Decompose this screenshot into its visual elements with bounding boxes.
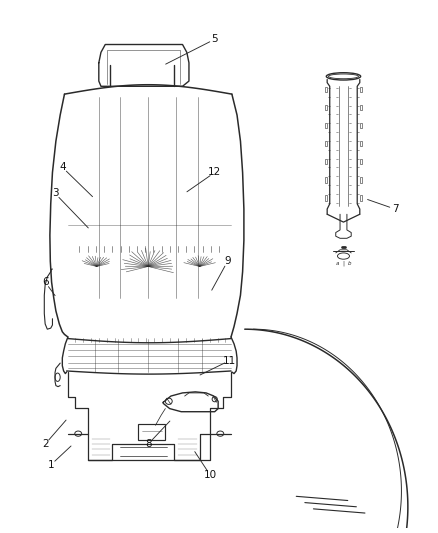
Bar (360, 159, 362, 165)
Text: 1: 1 (47, 460, 54, 470)
Text: 6: 6 (42, 277, 49, 287)
Text: b: b (348, 261, 352, 266)
Bar (325, 87, 327, 92)
Bar (325, 159, 327, 165)
Text: 2: 2 (42, 439, 49, 449)
Text: 7: 7 (392, 204, 398, 214)
Bar (325, 177, 327, 183)
Bar (360, 123, 362, 128)
Text: a: a (336, 261, 339, 266)
Bar (360, 177, 362, 183)
Bar (360, 87, 362, 92)
Text: 5: 5 (212, 34, 218, 44)
Text: 11: 11 (223, 356, 237, 366)
Bar (360, 141, 362, 147)
Bar (360, 196, 362, 201)
Bar (325, 123, 327, 128)
Text: |: | (343, 261, 344, 266)
Text: 4: 4 (59, 162, 66, 172)
Bar (325, 141, 327, 147)
Text: 9: 9 (224, 256, 231, 266)
Text: 8: 8 (145, 439, 152, 449)
Text: 12: 12 (208, 167, 221, 177)
Text: 10: 10 (204, 471, 217, 480)
Bar (325, 196, 327, 201)
Text: 3: 3 (52, 188, 58, 198)
Bar (360, 105, 362, 110)
Bar (325, 105, 327, 110)
